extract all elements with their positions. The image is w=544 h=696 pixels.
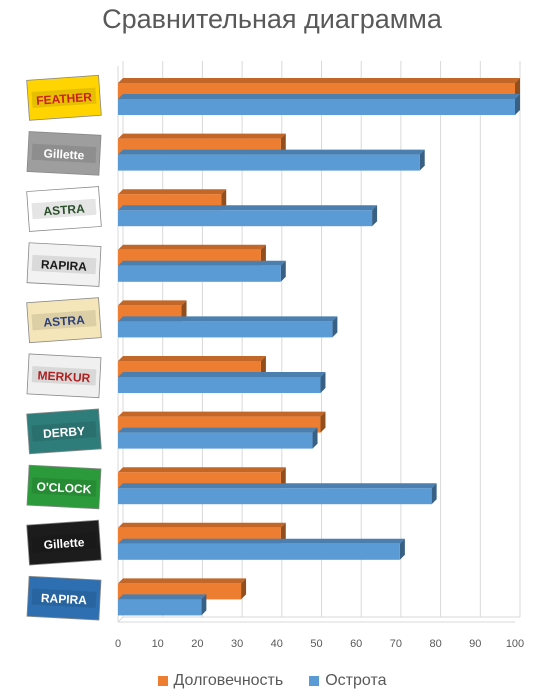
- bar-sharpness-side: [431, 483, 437, 505]
- x-tick-label: 30: [231, 638, 243, 650]
- bar-durability-side: [280, 522, 286, 544]
- svg-text:RAPIRA: RAPIRA: [41, 257, 88, 273]
- bar-sharpness: [118, 543, 400, 560]
- legend-label-durability: Долговечность: [173, 672, 284, 689]
- bar-sharpness: [118, 99, 515, 115]
- bar-sharpness: [118, 377, 321, 393]
- bar-chart: 0 10 20 30 40 50 60 70 80 90 100 FEATHER Gillette AST…: [26, 61, 524, 650]
- bar-durability-top: [118, 300, 187, 306]
- legend-label-sharpness: Острота: [325, 672, 387, 689]
- bar-sharpness-top: [118, 316, 338, 322]
- bar-durability-top: [118, 522, 286, 528]
- bar-durability-top: [118, 467, 286, 473]
- bar-durability-side: [241, 578, 247, 600]
- bar-durability-side: [181, 300, 187, 322]
- bar-durability-top: [118, 411, 326, 417]
- bar-sharpness-side: [332, 316, 338, 338]
- bar-durability-top: [118, 244, 266, 250]
- gillette-7oclock-blade-pack-icon: O'CLOCK: [26, 464, 102, 510]
- bar-durability-side: [515, 78, 520, 99]
- astra-platinum-blade-pack-icon: ASTRA: [26, 186, 102, 232]
- bar-sharpness: [118, 154, 420, 171]
- bar-durability-top: [118, 189, 227, 195]
- legend: Долговечность Острота: [0, 672, 544, 690]
- bar-durability-side: [280, 467, 286, 489]
- bar-durability-side: [320, 411, 326, 433]
- x-tick-label: 70: [390, 638, 402, 650]
- bar-sharpness-side: [372, 205, 378, 227]
- gillette-platinum-blade-pack-icon: Gillette: [26, 519, 102, 566]
- legend-swatch-sharpness: [309, 676, 320, 686]
- derby-extra-blade-pack-icon: DERBY: [26, 408, 102, 455]
- svg-text:O'CLOCK: O'CLOCK: [36, 480, 92, 497]
- x-tick-label: 0: [115, 638, 121, 650]
- x-tick-label: 50: [310, 638, 322, 650]
- bar-sharpness-top: [118, 483, 437, 489]
- bar-sharpness-side: [419, 149, 425, 171]
- x-tick-label: 10: [152, 638, 164, 650]
- bar-sharpness-side: [320, 372, 326, 393]
- x-tick-label: 40: [271, 638, 283, 650]
- legend-swatch-durability: [157, 676, 168, 686]
- rapira-platinum-lux-blade-pack-icon: RAPIRA: [26, 242, 102, 287]
- legend-item-sharpness: Острота: [309, 672, 386, 690]
- x-tick-label: 60: [350, 638, 362, 650]
- bar-sharpness-top: [118, 538, 405, 544]
- bar-durability-side: [280, 133, 286, 155]
- bar-sharpness-side: [312, 427, 318, 449]
- bar-sharpness: [118, 488, 432, 505]
- bar-sharpness-side: [201, 594, 207, 616]
- bar-durability-top: [118, 133, 286, 139]
- bar-sharpness-top: [118, 205, 378, 211]
- rapira-super-stainless-blade-pack-icon: RAPIRA: [26, 575, 102, 621]
- bar-sharpness: [118, 210, 373, 227]
- x-tick-label: 100: [506, 638, 524, 650]
- bar-durability-side: [260, 244, 266, 266]
- astra-superior-blade-pack-icon: ASTRA: [26, 297, 102, 344]
- bar-sharpness-top: [118, 149, 425, 155]
- bar-sharpness: [118, 321, 333, 338]
- gillette-rubie-blade-pack-icon: Gillette: [26, 131, 102, 176]
- bar-sharpness-side: [280, 260, 286, 282]
- svg-text:DERBY: DERBY: [43, 424, 86, 441]
- bar-sharpness: [118, 599, 202, 616]
- bar-sharpness-top: [118, 427, 318, 433]
- bar-sharpness-top: [118, 260, 286, 266]
- svg-text:ASTRA: ASTRA: [43, 202, 86, 219]
- axis-floor-edge: [117, 616, 520, 623]
- bar-durability-top: [118, 78, 520, 83]
- bar-durability-side: [260, 356, 266, 377]
- bar-sharpness: [118, 432, 313, 449]
- x-tick-label: 80: [429, 638, 441, 650]
- legend-item-durability: Долговечность: [157, 672, 284, 690]
- bar-sharpness-top: [118, 372, 326, 377]
- svg-text:RAPIRA: RAPIRA: [41, 591, 88, 607]
- svg-text:Gillette: Gillette: [43, 535, 85, 552]
- x-tick-label: 20: [191, 638, 203, 650]
- feather-blade-pack-icon: FEATHER: [26, 74, 102, 121]
- bar-sharpness-top: [118, 94, 520, 99]
- svg-text:ASTRA: ASTRA: [43, 313, 86, 330]
- x-tick-label: 90: [469, 638, 481, 650]
- bar-sharpness-side: [399, 538, 405, 560]
- svg-text:FEATHER: FEATHER: [36, 90, 93, 108]
- svg-text:MERKUR: MERKUR: [37, 368, 91, 385]
- bar-sharpness-side: [515, 94, 520, 115]
- bar-sharpness: [118, 265, 281, 282]
- bar-durability-side: [221, 189, 227, 211]
- bar-durability-top: [118, 356, 266, 361]
- svg-text:Gillette: Gillette: [43, 146, 85, 162]
- chart-title: Сравнительная диаграмма: [102, 4, 442, 34]
- merkur-super-blade-pack-icon: MERKUR: [26, 353, 102, 399]
- bar-durability-top: [118, 578, 247, 584]
- bar-sharpness-top: [118, 594, 207, 600]
